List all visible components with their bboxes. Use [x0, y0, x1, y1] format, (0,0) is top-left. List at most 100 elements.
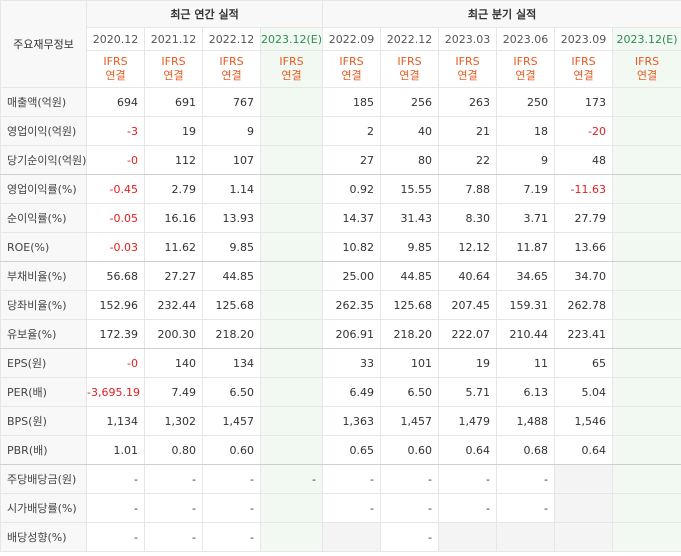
table-cell	[612, 116, 681, 146]
ifrs-label: IFRS 연결	[496, 50, 556, 88]
row-label: 당기순이익(억원)	[0, 145, 87, 175]
table-cell: 5.04	[554, 377, 614, 407]
table-cell: 1,363	[322, 406, 382, 436]
table-row: 매출액(억원) 694 691 767 185 256 263 250 173	[0, 87, 681, 117]
ifrs-text: IFRS	[397, 55, 422, 68]
table-cell: 206.91	[322, 319, 382, 349]
table-cell	[612, 174, 681, 204]
table-row: 배당성향(%) - - - -	[0, 522, 681, 552]
table-cell: 134	[202, 348, 261, 378]
table-row: 순이익률(%) -0.05 16.16 13.93 14.37 31.43 8.30 3.71…	[0, 203, 681, 233]
ifrs-label: IFRS 연결	[202, 50, 261, 88]
table-cell: 1.01	[86, 435, 145, 465]
table-cell	[259, 232, 324, 262]
table-cell	[612, 261, 681, 291]
ifrs-text: IFRS	[634, 55, 660, 68]
row-label: 당좌비율(%)	[0, 290, 87, 320]
table-row: 시가배당률(%) - - - - - - -	[0, 493, 681, 523]
table-cell: 11.87	[496, 232, 556, 262]
table-cell	[612, 522, 681, 552]
table-cell: 44.85	[380, 261, 440, 291]
table-row: PBR(배) 1.01 0.80 0.60 0.65 0.60 0.64 0.68 0.64	[0, 435, 681, 465]
table-cell	[554, 464, 614, 494]
table-cell: 2	[322, 116, 382, 146]
table-cell: -	[86, 522, 145, 552]
table-cell: 6.50	[202, 377, 261, 407]
table-cell	[554, 493, 614, 523]
consolidated-text: 연결	[399, 69, 420, 82]
table-cell: 0.80	[144, 435, 203, 465]
table-row: 유보율(%) 172.39 200.30 218.20 206.91 218.20 222.…	[0, 319, 681, 349]
table-cell: 0.64	[554, 435, 614, 465]
table-row: PER(배) -3,695.19 7.49 6.50 6.49 6.50 5.71 6.13 5…	[0, 377, 681, 407]
table-cell: 159.31	[496, 290, 556, 320]
ifrs-text: IFRS	[571, 55, 596, 68]
ifrs-text: IFRS	[103, 55, 128, 68]
table-cell: 31.43	[380, 203, 440, 233]
table-cell: -	[322, 493, 382, 523]
table-cell	[259, 406, 324, 436]
period-header: 2023.12(E)	[259, 27, 324, 51]
table-cell	[259, 319, 324, 349]
table-cell: -	[144, 464, 203, 494]
table-cell: -	[380, 464, 440, 494]
table-cell: -	[202, 464, 261, 494]
table-cell	[554, 522, 614, 552]
table-cell: -20	[554, 116, 614, 146]
table-cell	[438, 522, 498, 552]
table-cell: 107	[202, 145, 261, 175]
table-cell	[259, 522, 324, 552]
table-cell: 10.82	[322, 232, 382, 262]
table-cell: -	[144, 493, 203, 523]
table-row: BPS(원) 1,134 1,302 1,457 1,363 1,457 1,479 1,48…	[0, 406, 681, 436]
table-cell: 222.07	[438, 319, 498, 349]
table-row: 영업이익률(%) -0.45 2.79 1.14 0.92 15.55 7.88 7.19 -1…	[0, 174, 681, 204]
table-cell: 200.30	[144, 319, 203, 349]
table-cell	[612, 348, 681, 378]
table-cell: -0	[86, 145, 145, 175]
table-cell: 80	[380, 145, 440, 175]
table-cell: 223.41	[554, 319, 614, 349]
table-cell: 1,479	[438, 406, 498, 436]
quarter-group-header: 최근 분기 실적	[322, 0, 681, 28]
table-cell	[612, 203, 681, 233]
table-cell: 34.70	[554, 261, 614, 291]
table-cell	[612, 377, 681, 407]
row-label: PBR(배)	[0, 435, 87, 465]
row-label: PER(배)	[0, 377, 87, 407]
table-cell: 5.71	[438, 377, 498, 407]
table-cell: 125.68	[202, 290, 261, 320]
table-cell: -3	[86, 116, 145, 146]
table-cell: 3.71	[496, 203, 556, 233]
table-row: 주당배당금(원) - - - - - - - -	[0, 464, 681, 494]
table-cell: 0.65	[322, 435, 382, 465]
table-cell	[259, 261, 324, 291]
table-cell: -	[322, 464, 382, 494]
consolidated-text: 연결	[341, 69, 362, 82]
table-cell	[259, 377, 324, 407]
row-label: 시가배당률(%)	[0, 493, 87, 523]
annual-group-header: 최근 연간 실적	[85, 0, 324, 28]
table-cell: -0.05	[86, 203, 145, 233]
table-cell: 14.37	[322, 203, 382, 233]
period-header: 2023.12(E)	[612, 27, 681, 51]
table-cell: -	[202, 522, 261, 552]
table-cell: -	[380, 493, 440, 523]
table-cell: 33	[322, 348, 382, 378]
table-cell: 767	[202, 87, 261, 117]
table-cell: 0.60	[202, 435, 261, 465]
period-header: 2023.06	[496, 27, 556, 51]
ifrs-label: IFRS 연결	[259, 50, 324, 88]
table-cell: 9	[202, 116, 261, 146]
period-header: 2022.12	[380, 27, 440, 51]
table-cell: 6.13	[496, 377, 556, 407]
table-cell: 48	[554, 145, 614, 175]
table-cell: 1,457	[380, 406, 440, 436]
ifrs-label: IFRS 연결	[380, 50, 440, 88]
table-cell: -	[259, 464, 324, 494]
table-cell: -	[496, 464, 556, 494]
consolidated-text: 연결	[163, 69, 184, 82]
row-label: ROE(%)	[0, 232, 87, 262]
table-cell: 65	[554, 348, 614, 378]
row-label: 영업이익률(%)	[0, 174, 87, 204]
